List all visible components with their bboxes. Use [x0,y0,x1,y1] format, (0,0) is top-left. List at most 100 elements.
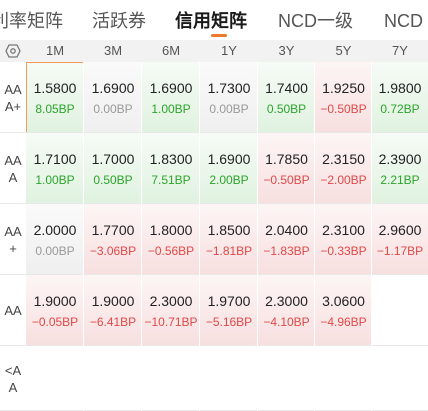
column-header-1y[interactable]: 1Y [221,43,237,58]
matrix-cell[interactable]: 2.3150 −2.00BP [315,133,372,204]
yield-value: 2.3900 [378,150,422,167]
yield-value: 2.0400 [265,221,308,238]
row-divider [0,132,428,133]
matrix-cell[interactable]: 3.0600 −4.96BP [315,275,372,346]
matrix-cell[interactable]: 1.9800 0.72BP [372,62,428,133]
yield-value: 1.8000 [149,221,193,238]
yield-change: −4.96BP [320,314,367,329]
column-divider [83,62,84,411]
matrix-cell[interactable]: 2.0400 −1.83BP [258,204,315,275]
matrix-cell[interactable]: 2.3900 2.21BP [372,133,428,204]
yield-value: 3.0600 [322,292,365,309]
yield-change: −1.17BP [376,243,424,258]
row-label-text: AA [4,81,22,97]
matrix-cell[interactable]: 1.7000 0.50BP [84,133,142,204]
matrix-cell[interactable] [315,346,372,411]
yield-change: −0.05BP [31,314,79,329]
matrix-cell[interactable] [372,346,428,411]
matrix-cell[interactable]: 1.7850 −0.50BP [258,133,315,204]
matrix-cell[interactable]: 1.7100 1.00BP [26,133,84,204]
column-header-3y[interactable]: 3Y [278,43,295,58]
tab-rate-matrix[interactable]: 利率矩阵 [0,11,63,31]
matrix-cell[interactable]: 2.3100 −0.33BP [315,204,372,275]
yield-value: 1.7850 [265,150,308,167]
matrix-cell[interactable] [200,346,258,411]
column-header-5y[interactable]: 5Y [335,43,352,58]
yield-value: 1.9700 [207,292,251,309]
yield-value: 2.0000 [33,221,77,238]
row-label: AA [0,275,26,346]
matrix-cell[interactable] [372,275,428,346]
yield-change: −10.71BP [144,314,198,329]
yield-change: 0.00BP [35,243,75,258]
matrix-cell[interactable]: 2.3000 −10.71BP [142,275,200,346]
matrix-cell[interactable]: 1.7300 0.00BP [200,62,258,133]
row-label-text: AA [4,223,22,239]
yield-value: 1.7400 [265,79,308,96]
matrix-cell[interactable]: 1.6900 1.00BP [142,62,200,133]
matrix-cell[interactable]: 1.9700 −5.16BP [200,275,258,346]
matrix-cell[interactable] [26,346,84,411]
tab-active-bonds[interactable]: 活跃券 [92,11,146,31]
yield-value: 1.7300 [207,79,251,96]
matrix-cell[interactable] [84,346,142,411]
matrix-cell[interactable]: 1.6900 0.00BP [84,62,142,133]
row-label-text: A [8,169,18,185]
yield-value: 1.7700 [91,221,135,238]
yield-value: 1.7000 [91,150,135,167]
matrix-cell[interactable]: 2.0000 0.00BP [26,204,84,275]
column-divider [371,62,372,411]
yield-change: 0.00BP [209,101,249,116]
yield-value: 1.6900 [207,150,251,167]
column-header-6m[interactable]: 6M [161,43,181,58]
row-divider [0,274,428,275]
matrix-cell[interactable]: 1.9000 −0.05BP [26,275,84,346]
yield-change: −0.50BP [320,101,367,116]
matrix-cell[interactable]: 2.3000 −4.10BP [258,275,315,346]
matrix-cell[interactable]: 1.7400 0.50BP [258,62,315,133]
yield-change: 2.21BP [380,172,420,187]
yield-change: −3.06BP [89,243,137,258]
column-header-3m[interactable]: 3M [103,43,123,58]
yield-value: 1.9250 [322,79,365,96]
yield-value: 1.6900 [91,79,135,96]
row-label-text: AA [4,152,22,168]
yield-change: −2.00BP [320,172,367,187]
yield-value: 1.9800 [378,79,422,96]
row-label: AA A+ [0,62,26,133]
tab-credit-matrix[interactable]: 信用矩阵 [175,11,247,31]
yield-change: −6.41BP [89,314,137,329]
matrix-cell[interactable]: 1.8000 −0.56BP [142,204,200,275]
matrix-cell[interactable]: 1.9000 −6.41BP [84,275,142,346]
matrix-cell[interactable]: 1.6900 2.00BP [200,133,258,204]
yield-change: 0.00BP [93,101,133,116]
column-header-1m[interactable]: 1M [45,43,65,58]
yield-change: −4.10BP [263,314,310,329]
yield-change: −0.33BP [320,243,367,258]
yield-value: 1.5800 [33,79,77,96]
matrix-cell[interactable]: 1.9250 −0.50BP [315,62,372,133]
column-divider [257,62,258,411]
column-header-7y[interactable]: 7Y [392,43,408,58]
matrix-cell[interactable] [142,346,200,411]
yield-value: 1.9000 [33,292,77,309]
yield-value: 2.3100 [322,221,365,238]
column-divider [199,62,200,411]
row-label-text: <A [4,362,22,378]
yield-change: −5.16BP [205,314,253,329]
yield-value: 1.8500 [207,221,251,238]
yield-change: −1.81BP [205,243,253,258]
yield-value: 2.9600 [378,221,422,238]
matrix-cell[interactable]: 2.9600 −1.17BP [372,204,428,275]
yield-change: 7.51BP [151,172,191,187]
row-label-text: + [9,240,17,256]
yield-change: 8.05BP [35,101,75,116]
matrix-cell[interactable]: 1.8300 7.51BP [142,133,200,204]
matrix-cell[interactable]: 1.7700 −3.06BP [84,204,142,275]
matrix-cell[interactable]: 1.8500 −1.81BP [200,204,258,275]
matrix-cell[interactable] [258,346,315,411]
tab-ncd[interactable]: NCD [384,11,423,31]
settings-hex-icon[interactable] [0,40,26,62]
matrix-cell[interactable]: 1.5800 8.05BP [26,62,84,133]
tab-ncd-primary[interactable]: NCD一级 [278,11,353,31]
